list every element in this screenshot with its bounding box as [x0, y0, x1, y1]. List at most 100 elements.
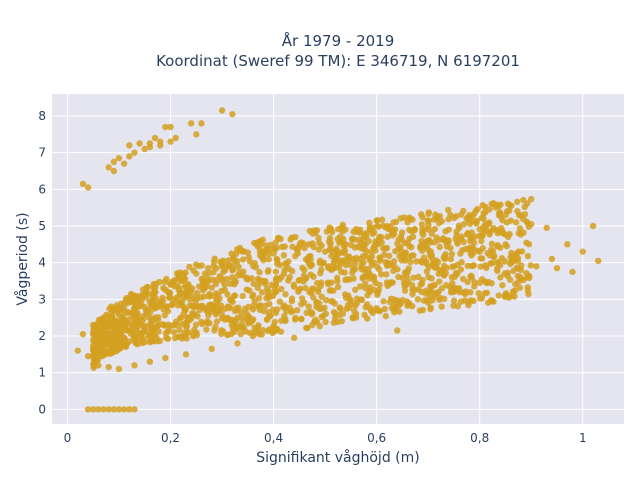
- density-point: [289, 268, 296, 275]
- scatter-point: [218, 263, 226, 270]
- density-point: [265, 267, 272, 274]
- density-point: [425, 273, 432, 281]
- density-point: [239, 292, 246, 300]
- density-point: [383, 271, 390, 278]
- density-point: [377, 255, 384, 263]
- density-point: [404, 268, 411, 276]
- scatter-point: [182, 351, 190, 358]
- y-tick-label: 7: [38, 146, 46, 160]
- density-point: [346, 261, 353, 268]
- density-point: [401, 287, 409, 294]
- density-point: [158, 321, 166, 328]
- density-point: [424, 245, 431, 253]
- density-point: [262, 278, 269, 285]
- density-point: [447, 289, 455, 296]
- density-point: [516, 225, 524, 232]
- density-point: [234, 272, 241, 279]
- scatter-point: [79, 330, 87, 338]
- density-point: [175, 286, 183, 294]
- density-point: [344, 301, 352, 309]
- density-point: [270, 250, 277, 257]
- density-point: [384, 259, 392, 267]
- density-point: [163, 304, 170, 311]
- density-point: [508, 292, 515, 300]
- density-point: [91, 348, 98, 356]
- density-point: [318, 266, 325, 273]
- scatter-point: [126, 153, 133, 160]
- density-point: [156, 278, 163, 286]
- scatter-point: [404, 219, 411, 226]
- density-point: [178, 333, 186, 340]
- density-point: [283, 260, 290, 268]
- density-point: [135, 332, 143, 340]
- scatter-point: [450, 263, 458, 270]
- density-point: [523, 270, 530, 277]
- density-point: [508, 202, 515, 209]
- density-point: [462, 288, 469, 295]
- density-point: [366, 288, 374, 296]
- density-point: [417, 257, 424, 265]
- density-point: [408, 228, 416, 235]
- density-point: [278, 273, 285, 281]
- scatter-point: [110, 406, 118, 413]
- density-point: [365, 238, 372, 245]
- density-point: [183, 324, 190, 331]
- density-point: [237, 330, 244, 338]
- density-point: [151, 324, 159, 331]
- scatter-point: [497, 274, 504, 281]
- scatter-point: [198, 120, 205, 127]
- density-point: [139, 339, 146, 347]
- density-point: [390, 258, 398, 265]
- density-point: [488, 240, 496, 248]
- density-point: [367, 307, 375, 314]
- density-point: [341, 269, 348, 276]
- density-point: [389, 232, 396, 239]
- density-point: [453, 228, 460, 235]
- density-point: [267, 241, 274, 249]
- scatter-point: [332, 310, 339, 318]
- density-point: [256, 276, 263, 284]
- density-point: [174, 271, 182, 278]
- scatter-point: [115, 406, 123, 413]
- density-point: [162, 330, 170, 337]
- scatter-point: [115, 365, 123, 373]
- density-point: [154, 313, 162, 321]
- density-point: [484, 299, 492, 306]
- density-point: [418, 211, 425, 218]
- density-point: [266, 300, 273, 308]
- density-point: [171, 334, 179, 342]
- scatter-point: [414, 296, 422, 303]
- scatter-points: [74, 107, 602, 413]
- density-point: [180, 271, 187, 279]
- density-point: [418, 243, 425, 250]
- scatter-point: [311, 318, 319, 325]
- density-point: [468, 272, 475, 280]
- scatter-point: [136, 140, 143, 147]
- density-point: [331, 300, 338, 307]
- density-point: [424, 289, 432, 296]
- density-point: [476, 226, 483, 233]
- scatter-point: [249, 332, 257, 340]
- scatter-point: [260, 248, 267, 255]
- scatter-point: [100, 406, 107, 413]
- density-point: [190, 294, 197, 301]
- density-point: [460, 238, 467, 246]
- density-point: [251, 260, 258, 267]
- density-point: [409, 286, 416, 293]
- density-point: [445, 215, 452, 223]
- density-point: [103, 348, 110, 355]
- density-point: [523, 239, 530, 246]
- density-point: [298, 315, 305, 323]
- density-point: [170, 322, 178, 329]
- density-point: [243, 286, 250, 293]
- scatter-point: [141, 145, 148, 153]
- density-point: [120, 314, 127, 322]
- density-point: [257, 302, 264, 309]
- density-point: [349, 266, 357, 273]
- density-point: [289, 243, 296, 251]
- chart-title-line-2: Koordinat (Sweref 99 TM): E 346719, N 61…: [156, 52, 520, 70]
- scatter-point: [502, 241, 509, 248]
- density-point: [424, 217, 431, 224]
- scatter-point: [95, 406, 102, 413]
- density-point: [356, 236, 363, 244]
